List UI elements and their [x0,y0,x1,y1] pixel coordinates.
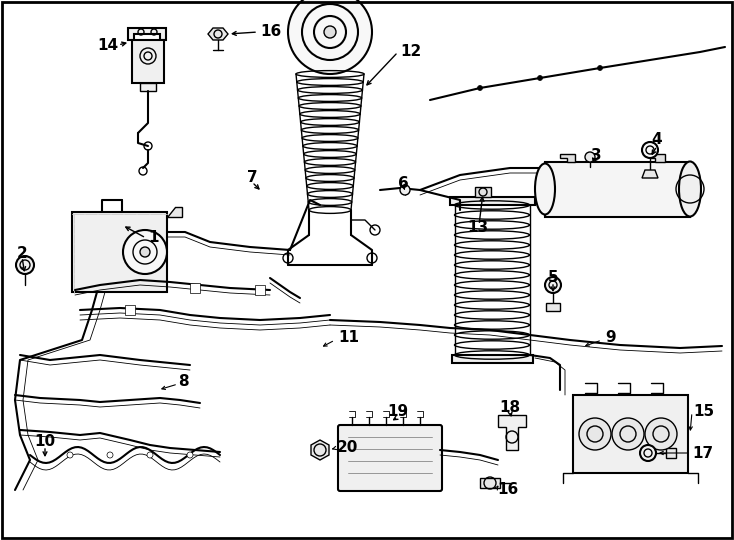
Text: 12: 12 [400,44,421,59]
Bar [190,283,200,293]
Polygon shape [650,154,665,162]
Polygon shape [480,478,500,488]
Polygon shape [452,355,533,363]
Polygon shape [167,207,182,217]
Circle shape [537,76,542,80]
Text: 15: 15 [693,404,714,420]
Circle shape [16,256,34,274]
Circle shape [107,452,113,458]
Text: 11: 11 [338,329,359,345]
Text: 5: 5 [548,271,559,286]
Polygon shape [498,415,526,450]
Polygon shape [128,28,166,40]
Circle shape [147,452,153,458]
Text: 4: 4 [652,132,662,147]
Polygon shape [560,154,575,162]
Text: 14: 14 [98,37,119,52]
Text: 18: 18 [499,400,520,415]
FancyBboxPatch shape [338,425,442,491]
Polygon shape [546,303,560,311]
Text: 7: 7 [247,171,258,186]
Circle shape [640,445,656,461]
Text: 16: 16 [260,24,281,39]
Circle shape [545,277,561,293]
Circle shape [642,142,658,158]
Circle shape [400,185,410,195]
Bar [255,285,265,295]
Bar [125,305,135,315]
Polygon shape [132,40,164,83]
Polygon shape [475,187,491,197]
Text: 6: 6 [398,176,408,191]
Ellipse shape [679,161,701,217]
Text: 19: 19 [388,404,409,420]
Polygon shape [311,440,329,460]
Circle shape [288,0,372,74]
Text: 8: 8 [178,375,189,389]
Circle shape [645,418,677,450]
Circle shape [585,152,595,162]
Circle shape [579,418,611,450]
Polygon shape [450,197,535,205]
Circle shape [478,85,482,91]
Text: 17: 17 [692,446,713,461]
Polygon shape [208,28,228,40]
Text: 20: 20 [337,441,358,456]
Text: 10: 10 [34,435,56,449]
Bar [573,395,688,473]
Circle shape [140,247,150,257]
Circle shape [187,452,193,458]
Bar [72,212,167,292]
Text: 2: 2 [17,246,27,260]
Text: 3: 3 [591,147,601,163]
Polygon shape [666,448,676,458]
Text: 13: 13 [467,220,488,235]
Circle shape [324,26,336,38]
Circle shape [597,65,603,71]
Text: 1: 1 [148,231,159,246]
Bar [545,162,690,217]
Ellipse shape [535,164,555,214]
Polygon shape [642,170,658,178]
Circle shape [612,418,644,450]
Circle shape [123,230,167,274]
Text: 9: 9 [605,329,616,345]
Circle shape [67,452,73,458]
Text: 16: 16 [497,483,518,497]
Polygon shape [140,83,156,91]
